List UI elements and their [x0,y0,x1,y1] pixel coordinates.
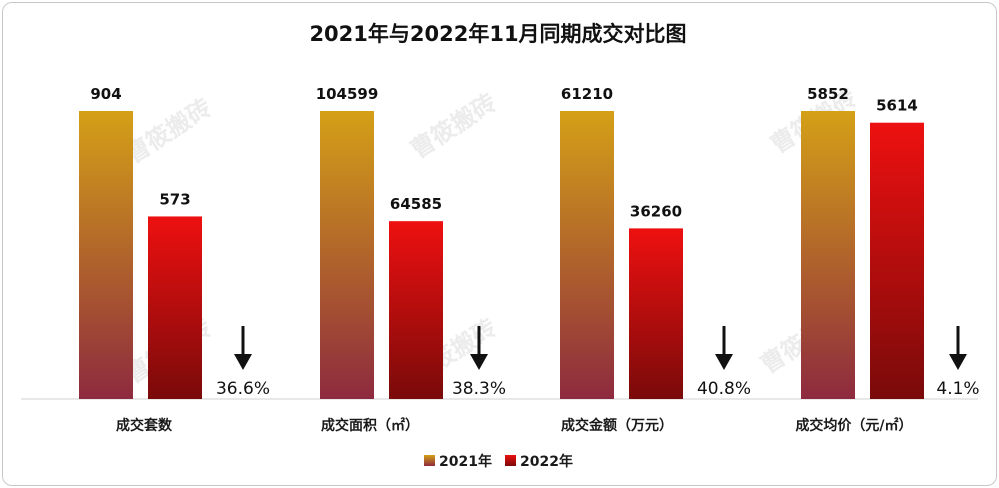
bar-2021-3 [560,111,614,399]
watermark-text: 曹筱搬砖 [121,93,217,169]
legend-2021-label: 2021年 [439,453,492,470]
bar-2022-1 [148,216,202,399]
bar-2022-2 [389,221,443,399]
decline-percent-3: 40.8% [697,379,751,399]
value-label-2022-3: 36260 [630,202,682,220]
category-label-2: 成交面积（㎡） [321,417,419,434]
bar-2021-1 [79,111,133,399]
bar-2022-4 [870,122,924,399]
legend-2021-item: 2021年 [424,453,492,470]
chart-title: 2021年与2022年11月同期成交对比图 [309,22,686,46]
bar-2021-4 [801,111,855,399]
watermark-text: 曹筱搬砖 [406,88,502,164]
category-label-3: 成交金额（万元） [561,417,673,434]
decline-indicators-layer: 36.6% 38.3% 40.8% 4.1% [216,326,980,399]
value-label-2021-1: 904 [90,85,121,103]
legend: 2021年 2022年 [424,453,573,470]
value-label-2021-3: 61210 [561,85,613,103]
value-label-2021-4: 5852 [807,85,849,103]
legend-2022-label: 2022年 [520,453,573,470]
legend-2021-swatch [424,455,435,466]
down-arrow-icon [470,326,488,370]
decline-percent-2: 38.3% [452,379,506,399]
legend-2022-item: 2022年 [505,453,573,470]
value-label-2021-2: 104599 [316,85,379,103]
down-arrow-icon [715,326,733,370]
bar-2022-3 [629,228,683,399]
category-label-1: 成交套数 [116,417,173,434]
value-labels-layer: 904 573 104599 64585 61210 36260 5852 5614 [90,85,918,220]
decline-percent-4: 4.1% [936,379,979,399]
bars-layer [79,111,924,399]
watermark-layer: 曹筱搬砖曹筱搬砖曹筱搬砖曹筱搬砖曹筱搬砖曹筱搬砖 [121,83,862,389]
category-label-4: 成交均价（元/㎡） [795,417,912,434]
down-arrow-icon [949,326,967,370]
decline-percent-1: 36.6% [216,379,270,399]
comparison-bar-chart: 曹筱搬砖曹筱搬砖曹筱搬砖曹筱搬砖曹筱搬砖曹筱搬砖 2021年与2022年11月同… [21,22,980,470]
bar-2021-2 [320,111,374,399]
category-labels-layer: 成交套数 成交面积（㎡） 成交金额（万元） 成交均价（元/㎡） [116,417,913,434]
down-arrow-icon [234,326,252,370]
value-label-2022-1: 573 [159,190,190,208]
value-label-2022-4: 5614 [876,97,918,115]
value-label-2022-2: 64585 [390,195,442,213]
legend-2022-swatch [505,455,516,466]
